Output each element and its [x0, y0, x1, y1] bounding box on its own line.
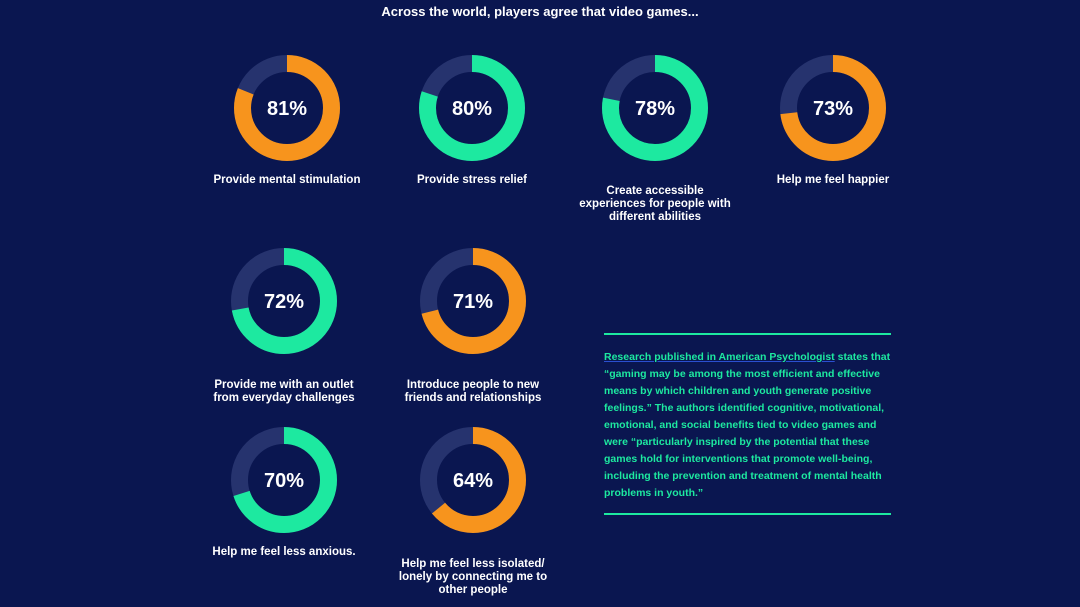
donut-arc	[231, 248, 337, 354]
research-link[interactable]: Research published in American Psycholog…	[604, 351, 835, 363]
donut-8: 64%	[420, 427, 526, 533]
donut-caption: Help me feel less anxious.	[212, 546, 356, 558]
quote-body: states that “gaming may be among the mos…	[604, 351, 891, 499]
quote-text: Research published in American Psycholog…	[604, 349, 891, 502]
donut-arc	[602, 55, 708, 161]
donut-arc	[420, 427, 526, 533]
donut-caption: Help me feel less isolated/ lonely by co…	[398, 558, 548, 596]
donut-value-label: 71%	[453, 291, 493, 313]
donut-arc	[419, 55, 525, 161]
donut-arc	[420, 248, 526, 354]
donut-caption: Provide me with an outlet from everyday …	[213, 379, 355, 404]
donut-6: 71%	[420, 248, 526, 354]
donut-value-label: 80%	[452, 98, 492, 120]
donut-1: 81%	[234, 55, 340, 161]
donut-value-label: 64%	[453, 470, 493, 492]
donut-7: 70%	[231, 427, 337, 533]
donut-value-label: 81%	[267, 98, 307, 120]
donut-caption: Create accessible experiences for people…	[579, 185, 731, 223]
donut-caption: Provide stress relief	[417, 174, 527, 186]
donut-value-label: 72%	[264, 291, 304, 313]
donut-caption: Provide mental stimulation	[213, 174, 361, 186]
donut-arc	[234, 55, 340, 161]
research-quote-box: Research published in American Psycholog…	[604, 333, 891, 515]
donut-value-label: 73%	[813, 98, 853, 120]
donut-4: 73%	[780, 55, 886, 161]
donut-caption: Help me feel happier	[776, 174, 890, 186]
donut-5: 72%	[231, 248, 337, 354]
donut-3: 78%	[602, 55, 708, 161]
donut-value-label: 70%	[264, 470, 304, 492]
donut-arc	[780, 55, 886, 161]
donut-arc	[231, 427, 337, 533]
donut-caption: Introduce people to new friends and rela…	[404, 379, 542, 404]
donut-2: 80%	[419, 55, 525, 161]
donut-value-label: 78%	[635, 98, 675, 120]
chart-title: Across the world, players agree that vid…	[381, 4, 699, 19]
